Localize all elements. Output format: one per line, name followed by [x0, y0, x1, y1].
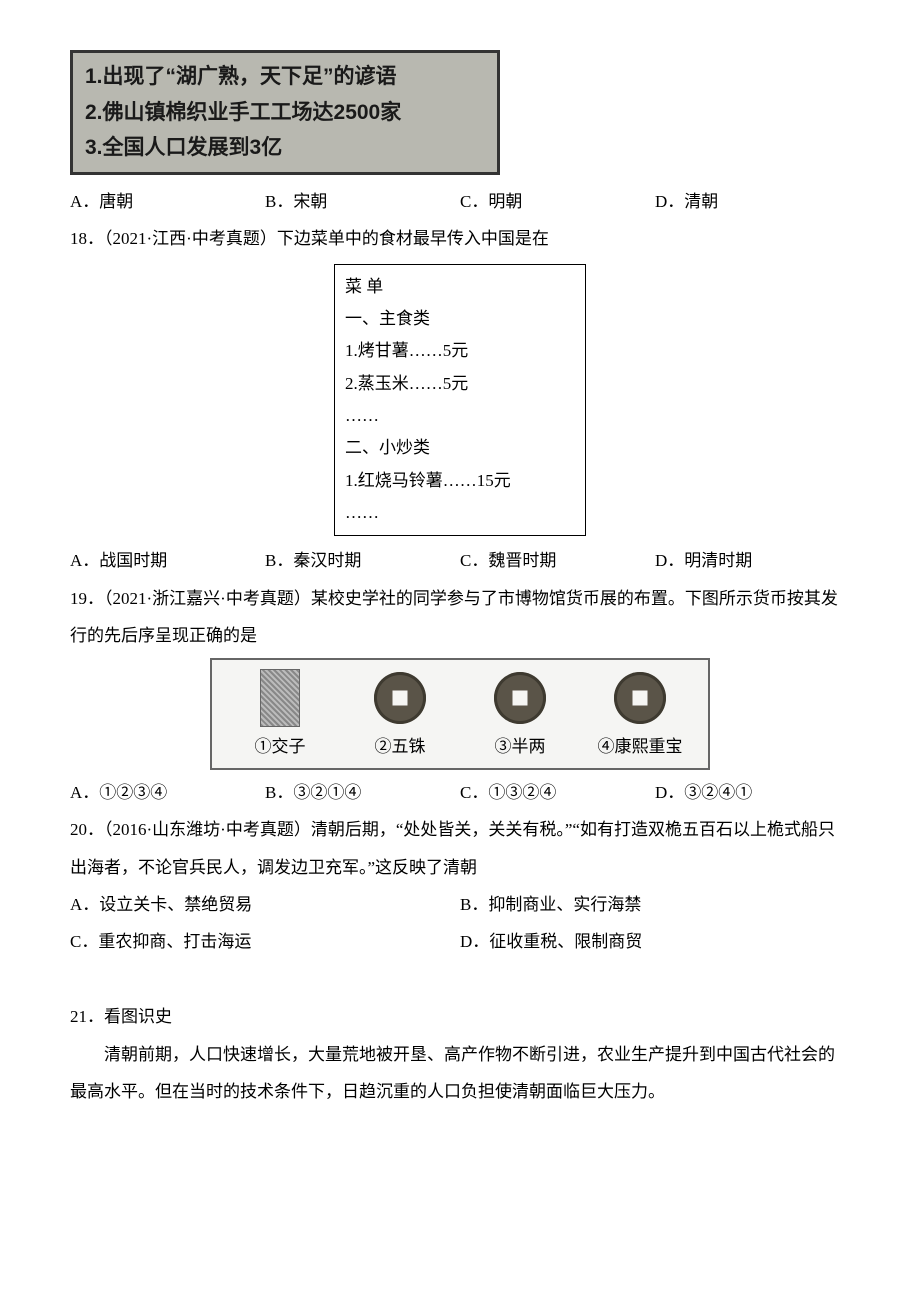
q20-option-a[interactable]: A．设立关卡、禁绝贸易: [70, 886, 460, 923]
q18-menu-item-2: 2.蒸玉米……5元: [345, 368, 575, 400]
coin-label-4: ④康熙重宝: [580, 728, 700, 765]
q17-option-d[interactable]: D．清朝: [655, 183, 850, 220]
coin-label-1: ①交子: [220, 728, 340, 765]
q19-option-a[interactable]: A．①②③④: [70, 774, 265, 811]
q17-info-box: 1.出现了“湖广熟，天下足”的谚语 2.佛山镇棉织业手工工场达2500家 3.全…: [70, 50, 850, 175]
q19-coins-box: ①交子 ②五铢 ③半两 ④康熙重宝: [210, 658, 710, 769]
q18-menu-box: 菜 单 一、主食类 1.烤甘薯……5元 2.蒸玉米……5元 …… 二、小炒类 1…: [334, 264, 586, 536]
q17-option-c[interactable]: C．明朝: [460, 183, 655, 220]
q18-menu-section-1: 一、主食类: [345, 303, 575, 335]
q21-stem: 21．看图识史: [70, 998, 850, 1035]
q20-option-c[interactable]: C．重农抑商、打击海运: [70, 923, 460, 960]
q17-box-line-1: 1.出现了“湖广熟，天下足”的谚语: [85, 59, 485, 95]
q19-stem: 19．（2021·浙江嘉兴·中考真题）某校史学社的同学参与了市博物馆货币展的布置…: [70, 580, 850, 655]
q18-menu-title: 菜 单: [345, 271, 575, 303]
coin-cell-4: ④康熙重宝: [580, 670, 700, 765]
coin-cell-1: ①交子: [220, 670, 340, 765]
q17-box-line-2: 2.佛山镇棉织业手工工场达2500家: [85, 95, 485, 131]
q17-option-b[interactable]: B．宋朝: [265, 183, 460, 220]
q18-option-c[interactable]: C．魏晋时期: [460, 542, 655, 579]
coin-label-2: ②五铢: [340, 728, 460, 765]
q17-box-line-3: 3.全国人口发展到3亿: [85, 130, 485, 166]
q20-stem: 20．（2016·山东潍坊·中考真题）清朝后期，“处处皆关，关关有税。”“如有打…: [70, 811, 850, 886]
coin-cell-2: ②五铢: [340, 670, 460, 765]
q19-options: A．①②③④ B．③②①④ C．①③②④ D．③②④①: [70, 774, 850, 811]
coin-label-3: ③半两: [460, 728, 580, 765]
kangxi-coin-icon: [612, 670, 668, 726]
q20-option-b[interactable]: B．抑制商业、实行海禁: [460, 886, 850, 923]
q19-option-c[interactable]: C．①③②④: [460, 774, 655, 811]
q18-stem: 18．（2021·江西·中考真题）下边菜单中的食材最早传入中国是在: [70, 220, 850, 257]
q17-option-a[interactable]: A．唐朝: [70, 183, 265, 220]
q18-menu-dots-2: ……: [345, 497, 575, 529]
q20-option-d[interactable]: D．征收重税、限制商贸: [460, 923, 850, 960]
coin-cell-3: ③半两: [460, 670, 580, 765]
q18-menu-dots-1: ……: [345, 400, 575, 432]
q19-option-d[interactable]: D．③②④①: [655, 774, 850, 811]
q17-box-frame: 1.出现了“湖广熟，天下足”的谚语 2.佛山镇棉织业手工工场达2500家 3.全…: [70, 50, 500, 175]
q18-options: A．战国时期 B．秦汉时期 C．魏晋时期 D．明清时期: [70, 542, 850, 579]
q18-option-a[interactable]: A．战国时期: [70, 542, 265, 579]
q19-option-b[interactable]: B．③②①④: [265, 774, 460, 811]
q18-menu-item-1: 1.烤甘薯……5元: [345, 335, 575, 367]
q18-option-b[interactable]: B．秦汉时期: [265, 542, 460, 579]
q18-menu-item-3: 1.红烧马铃薯……15元: [345, 465, 575, 497]
jiaozi-icon: [252, 670, 308, 726]
q21-paragraph: 清朝前期，人口快速增长，大量荒地被开垦、高产作物不断引进，农业生产提升到中国古代…: [70, 1036, 850, 1111]
q20-options: A．设立关卡、禁绝贸易 B．抑制商业、实行海禁 C．重农抑商、打击海运 D．征收…: [70, 886, 850, 961]
wuzhu-coin-icon: [372, 670, 428, 726]
q18-option-d[interactable]: D．明清时期: [655, 542, 850, 579]
coins-row: ①交子 ②五铢 ③半两 ④康熙重宝: [220, 670, 700, 765]
banliang-coin-icon: [492, 670, 548, 726]
q17-options: A．唐朝 B．宋朝 C．明朝 D．清朝: [70, 183, 850, 220]
q18-menu-section-2: 二、小炒类: [345, 432, 575, 464]
